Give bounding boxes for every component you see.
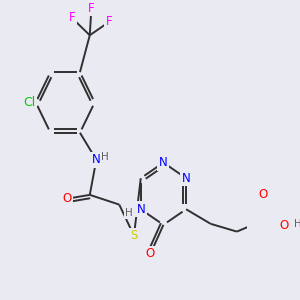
Text: O: O: [146, 248, 155, 260]
Text: N: N: [159, 156, 168, 169]
Text: Cl: Cl: [23, 96, 35, 109]
Text: N: N: [136, 203, 145, 216]
Text: O: O: [258, 188, 268, 201]
Text: H: H: [125, 208, 133, 218]
Text: O: O: [280, 219, 289, 232]
Text: F: F: [106, 15, 113, 28]
Text: O: O: [62, 192, 71, 205]
Text: F: F: [88, 2, 95, 15]
Text: F: F: [68, 11, 75, 24]
Text: N: N: [182, 172, 190, 185]
Text: S: S: [130, 229, 138, 242]
Text: H: H: [293, 219, 300, 229]
Text: N: N: [92, 153, 101, 167]
Text: H: H: [101, 152, 109, 162]
